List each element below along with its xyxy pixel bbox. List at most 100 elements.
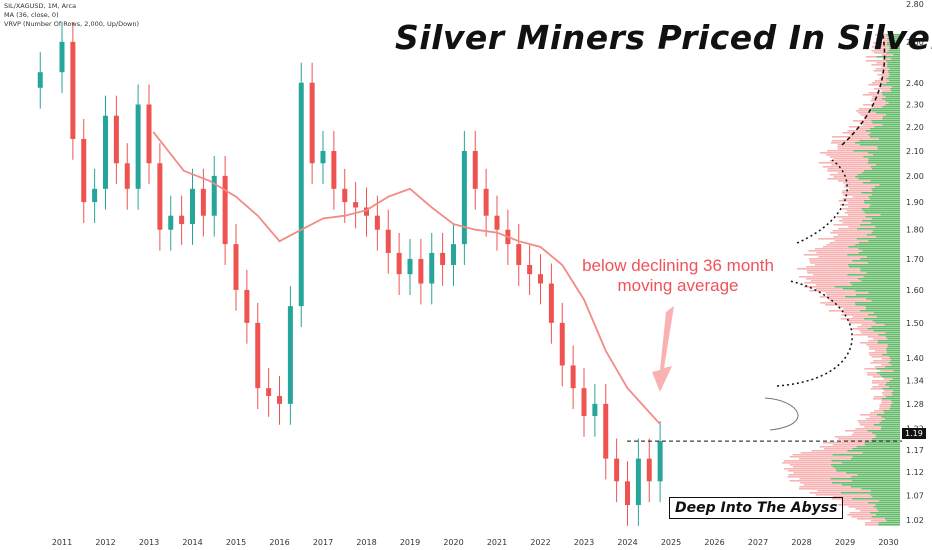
volume-profile-up-bar: [876, 414, 900, 416]
volume-profile-up-bar: [887, 338, 900, 340]
volume-profile-down-bar: [798, 458, 851, 460]
volume-profile-up-bar: [884, 412, 900, 414]
volume-profile-up-bar: [892, 36, 900, 38]
candle-body: [255, 322, 261, 389]
candle-body: [103, 115, 108, 189]
volume-profile-up-bar: [885, 114, 900, 116]
volume-profile-up-bar: [876, 112, 900, 114]
legend-ma: MA (36, close, 0): [4, 11, 59, 19]
volume-profile-down-bar: [873, 396, 887, 398]
volume-profile-up-bar: [888, 386, 900, 388]
volume-profile-up-bar: [870, 440, 900, 442]
volume-profile-down-bar: [842, 218, 872, 220]
volume-profile-up-bar: [890, 358, 900, 360]
volume-profile-down-bar: [871, 50, 889, 52]
volume-profile-down-bar: [881, 364, 892, 366]
y-tick-label: 1.70: [906, 255, 924, 264]
volume-profile-down-bar: [872, 386, 889, 388]
volume-profile-up-bar: [878, 510, 900, 512]
volume-profile-down-bar: [848, 214, 881, 216]
volume-profile-up-bar: [870, 180, 900, 182]
volume-profile-up-bar: [885, 348, 900, 350]
x-tick-label: 2016: [269, 538, 289, 547]
candle-body: [614, 458, 620, 482]
volume-profile-up-bar: [872, 190, 900, 192]
volume-profile-down-bar: [789, 480, 852, 482]
volume-profile-down-bar: [800, 452, 863, 454]
volume-profile-up-bar: [872, 122, 900, 124]
volume-profile-down-bar: [832, 136, 870, 138]
candle-body: [298, 82, 304, 307]
volume-profile-up-bar: [891, 400, 900, 402]
candle-body: [190, 188, 195, 225]
volume-profile-up-bar: [871, 300, 900, 302]
volume-profile-up-bar: [891, 392, 900, 394]
volume-profile-up-bar: [870, 222, 900, 224]
volume-profile-down-bar: [833, 224, 860, 226]
last-price-tag: 1.19: [902, 428, 926, 439]
volume-profile-down-bar: [865, 60, 886, 62]
volume-profile-up-bar: [885, 104, 900, 106]
volume-profile-down-bar: [804, 282, 851, 284]
volume-profile-down-bar: [880, 370, 894, 372]
volume-profile-up-bar: [886, 350, 900, 352]
candle-body: [200, 188, 206, 216]
volume-profile-down-bar: [787, 476, 852, 478]
volume-profile-down-bar: [829, 242, 860, 244]
volume-profile-up-bar: [881, 398, 900, 400]
candle-body: [353, 202, 359, 208]
volume-profile-down-bar: [783, 460, 832, 462]
volume-profile-up-bar: [855, 304, 900, 306]
volume-profile-down-bar: [851, 516, 872, 518]
volume-profile-up-bar: [886, 82, 900, 84]
volume-profile-up-bar: [873, 424, 900, 426]
x-tick-label: 2011: [52, 538, 72, 547]
volume-profile-down-bar: [849, 512, 871, 514]
volume-profile-down-bar: [843, 308, 866, 310]
volume-profile-down-bar: [869, 348, 886, 350]
volume-profile-down-bar: [792, 466, 833, 468]
volume-profile-up-bar: [871, 188, 900, 190]
volume-profile-up-bar: [889, 46, 900, 48]
volume-profile-down-bar: [828, 298, 867, 300]
x-tick-label: 2023: [574, 538, 594, 547]
volume-profile-down-bar: [847, 138, 879, 140]
volume-profile-down-bar: [859, 424, 874, 426]
volume-profile-down-bar: [864, 118, 883, 120]
volume-profile-down-bar: [881, 54, 894, 56]
volume-profile-up-bar: [875, 504, 900, 506]
volume-profile-up-bar: [890, 360, 900, 362]
volume-profile-down-bar: [881, 72, 889, 74]
y-tick-label: 1.12: [906, 468, 924, 477]
volume-profile-up-bar: [880, 428, 900, 430]
volume-profile-up-bar: [862, 250, 900, 252]
legend-vrvp: VRVP (Number Of Rows, 2,000, Up/Down): [4, 20, 140, 28]
volume-profile-down-bar: [837, 172, 862, 174]
volume-profile-up-bar: [863, 156, 900, 158]
candle-body: [646, 458, 652, 482]
volume-profile-up-bar: [864, 444, 900, 446]
volume-profile-up-bar: [850, 486, 900, 488]
volume-profile-up-bar: [860, 268, 900, 270]
volume-profile-down-bar: [867, 374, 880, 376]
volume-profile-up-bar: [864, 212, 900, 214]
volume-profile-up-bar: [860, 270, 900, 272]
volume-profile-up-bar: [889, 74, 900, 76]
volume-profile-up-bar: [853, 150, 900, 152]
volume-profile-up-bar: [835, 468, 900, 470]
volume-profile-up-bar: [878, 522, 900, 524]
volume-profile-down-bar: [842, 222, 871, 224]
volume-profile-down-bar: [881, 402, 893, 404]
volume-profile-down-bar: [809, 260, 853, 262]
volume-profile-up-bar: [870, 494, 900, 496]
volume-profile-down-bar: [829, 160, 869, 162]
volume-profile-up-bar: [852, 260, 900, 262]
volume-profile-up-bar: [850, 282, 900, 284]
candle-body: [635, 458, 641, 506]
volume-profile-down-bar: [855, 508, 877, 510]
x-tick-label: 2018: [356, 538, 376, 547]
volume-profile-down-bar: [879, 406, 891, 408]
volume-profile-down-bar: [868, 84, 882, 86]
volume-profile-down-bar: [878, 384, 886, 386]
